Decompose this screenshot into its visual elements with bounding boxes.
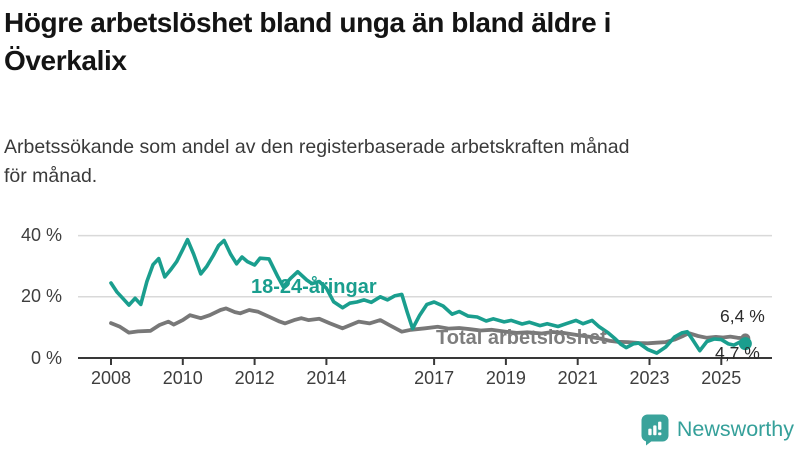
chart-subtitle-line1: Arbetssökande som andel av den registerb…: [4, 136, 630, 158]
page-title: Högre arbetslöshet bland unga än bland ä…: [4, 4, 784, 80]
x-axis-tick-label: 2019: [485, 368, 526, 388]
x-axis-tick-label: 2008: [90, 368, 132, 388]
x-axis-tick-label: 2012: [234, 368, 275, 388]
end-dot-youth: [738, 337, 752, 351]
series-label-youth: 18-24-åringar: [251, 276, 377, 298]
newsworthy-logo: Newsworthy: [640, 413, 794, 446]
chart-subtitle: Arbetssökande som andel av den registerb…: [4, 133, 794, 191]
y-axis-tick-label: 0 %: [30, 347, 62, 368]
newsworthy-logo-icon: [641, 414, 669, 446]
x-axis-tick-label: 2025: [701, 368, 742, 388]
page-title-line2: Överkalix: [4, 45, 127, 76]
y-axis-tick-label: 40 %: [20, 225, 62, 246]
chart-subtitle-line2: för månad.: [4, 165, 98, 187]
series-line-youth: [109, 237, 748, 355]
x-axis-tick-label: 2017: [414, 368, 455, 388]
newsworthy-logo-text: Newsworthy: [676, 417, 794, 441]
y-axis-tick-label: 20 %: [20, 286, 62, 307]
x-axis-tick-label: 2014: [306, 368, 347, 388]
end-value-label-total: 6,4 %: [720, 306, 765, 326]
end-value-label-youth: 4,7 %: [715, 343, 760, 363]
x-axis-tick-label: 2023: [629, 368, 670, 388]
x-axis-tick-label: 2021: [557, 368, 598, 388]
series-line-total: [109, 306, 748, 346]
series-label-total: Total arbetslöshet: [436, 327, 607, 349]
x-axis-tick-label: 2010: [162, 368, 203, 388]
page-title-line1: Högre arbetslöshet bland unga än bland ä…: [4, 7, 612, 38]
